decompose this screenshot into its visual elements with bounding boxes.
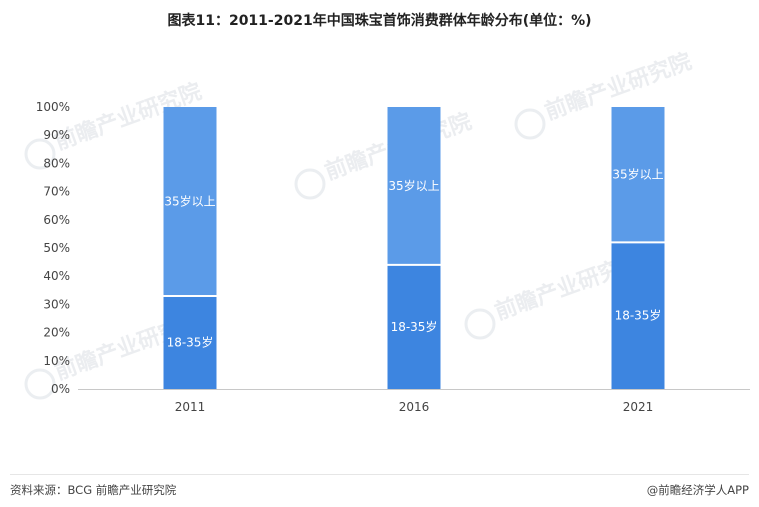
- watermark-logo-icon: [24, 368, 56, 400]
- x-tick-label: 2011: [175, 400, 206, 414]
- y-tick-label: 30%: [43, 297, 70, 311]
- bar-segment: [163, 295, 217, 389]
- y-tick-label: 60%: [43, 213, 70, 227]
- watermark-logo-icon: [514, 108, 546, 140]
- y-tick-label: 40%: [43, 269, 70, 283]
- bar-segment: [387, 107, 441, 265]
- footer: 资料来源：BCG 前瞻产业研究院 @前瞻经济学人APP: [10, 474, 749, 501]
- x-tick-label: 2016: [399, 400, 430, 414]
- bar-segment: [163, 107, 217, 296]
- y-tick-label: 20%: [43, 326, 70, 340]
- y-tick-label: 70%: [43, 185, 70, 199]
- y-tick-label: 80%: [43, 156, 70, 170]
- x-tick-label: 2021: [623, 400, 654, 414]
- bar-segment-label: 35岁以上: [164, 193, 215, 208]
- bar-segment-label: 18-35岁: [391, 319, 438, 334]
- credit-note: @前瞻经济学人APP: [646, 483, 749, 497]
- y-tick-label: 0%: [51, 382, 70, 396]
- source-note: 资料来源：BCG 前瞻产业研究院: [10, 483, 177, 497]
- bar-segment-label: 35岁以上: [388, 178, 439, 193]
- bar-segment: [387, 264, 441, 389]
- watermark-logo-icon: [464, 308, 496, 340]
- y-tick-label: 50%: [43, 241, 70, 255]
- bar-segment-label: 18-35岁: [167, 334, 214, 349]
- stacked-bar-chart: 前瞻产业研究院前瞻产业研究院前瞻产业研究院前瞻产业研究院前瞻产业研究院0%10%…: [24, 48, 750, 414]
- bar-segment: [611, 242, 665, 389]
- chart-title: 图表11：2011-2021年中国珠宝首饰消费群体年龄分布(单位：%): [167, 13, 592, 29]
- bar-segment: [611, 107, 665, 243]
- y-tick-label: 90%: [43, 128, 70, 142]
- y-tick-label: 10%: [43, 354, 70, 368]
- bar-segment-label: 18-35岁: [615, 308, 662, 323]
- y-tick-label: 100%: [36, 100, 70, 114]
- bar-segment-label: 35岁以上: [612, 167, 663, 182]
- watermark-logo-icon: [24, 138, 56, 170]
- watermark-logo-icon: [294, 168, 326, 200]
